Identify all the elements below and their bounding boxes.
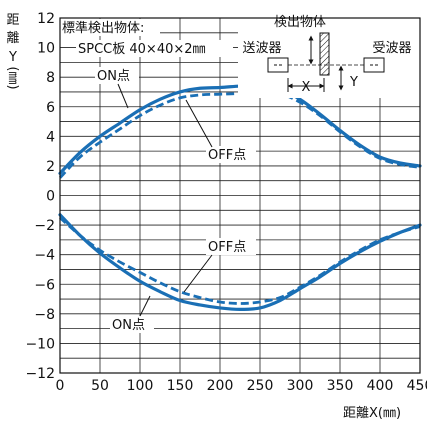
series-group (58, 83, 422, 311)
x-tick-label-6: 300 (287, 378, 314, 394)
y-tick-label-5: 2 (46, 159, 55, 175)
plot-frame (59, 17, 421, 374)
tick-labels: 0 50 100 150 200 250 300 350 400 450 12 10 8 6 4 2 0 −2 −4… (25, 11, 427, 394)
off-upper-bg (206, 146, 256, 163)
emitter-label: 送波器 (242, 41, 281, 56)
target-title-bg (60, 19, 160, 36)
y-tick-label-12: −12 (25, 366, 55, 382)
off-upper-leader (185, 99, 213, 148)
y-tick-label-6: 0 (46, 189, 55, 205)
y-axis-label-2: 離 (6, 31, 19, 46)
y-tick-label-9: −6 (34, 277, 55, 293)
x-tick-label-4: 200 (207, 378, 234, 394)
off-lower-bg (206, 238, 256, 255)
y-tick-label-3: 6 (46, 100, 55, 116)
y-tick-label-7: −2 (34, 218, 55, 234)
x-tick-label-7: 350 (327, 378, 354, 394)
on-lower-label: ON点 (112, 318, 145, 333)
object-label: 検出物体 (274, 15, 326, 30)
off-upper-label: OFF点 (208, 148, 246, 163)
x-marker: X (302, 80, 311, 95)
series-line-3 (58, 213, 422, 311)
y-tick-label-2: 8 (46, 70, 55, 86)
x-tick-label-5: 250 (247, 378, 274, 394)
y-tick-label-10: −8 (34, 307, 55, 323)
x-axis-label: 距離X(㎜) (343, 406, 401, 421)
off-lower-label: OFF点 (208, 240, 246, 255)
on-lower-bg (110, 316, 154, 333)
x-tick-label-1: 50 (91, 378, 109, 394)
y-tick-label-1: 10 (37, 41, 55, 57)
x-tick-label-9: 450 (407, 378, 427, 394)
x-tick-label-3: 150 (167, 378, 194, 394)
y-tick-label-4: 4 (46, 129, 55, 145)
y-marker: Y (349, 75, 358, 90)
y-axis-label-3: Y (8, 50, 17, 65)
y-tick-label-11: −10 (25, 336, 55, 352)
x-tick-label-0: 0 (56, 378, 65, 394)
y-axis-label: 距 離 Y (㎜) (5, 13, 20, 90)
object-plate (319, 32, 330, 76)
x-tick-label-2: 100 (127, 378, 154, 394)
x-tick-label-8: 400 (367, 378, 394, 394)
setup-diagram: 検出物体 送波器 受波器 X Y (238, 15, 420, 98)
y-tick-label-0: 12 (37, 11, 55, 27)
callouts: ON点 OFF点 OFF点 ON点 (95, 67, 256, 333)
on-lower-leader (139, 295, 151, 317)
receiver-box (363, 57, 385, 73)
off-lower-leader (183, 254, 213, 293)
target-spec-bg (76, 40, 233, 57)
target-title: 標準検出物体: (62, 20, 144, 36)
on-upper-bg (95, 67, 139, 84)
target-spec: SPCC板 40×40×2㎜ (78, 42, 206, 57)
y-axis-label-4: (㎜) (5, 66, 20, 89)
on-upper-leader (117, 83, 129, 109)
series-line-2 (59, 216, 421, 305)
emitter-box (267, 57, 289, 73)
y-tick-label-8: −4 (34, 248, 55, 264)
y-axis-label-1: 距 (6, 13, 19, 28)
series-line-1 (58, 89, 421, 179)
on-upper-label: ON点 (97, 69, 130, 84)
receiver-label: 受波器 (372, 41, 411, 56)
